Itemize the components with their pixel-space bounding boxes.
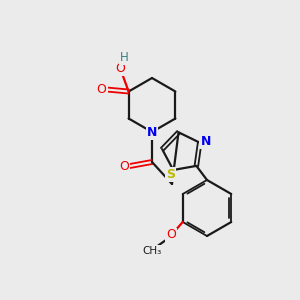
Text: O: O	[119, 160, 129, 172]
Text: H: H	[120, 51, 129, 64]
Text: O: O	[166, 229, 176, 242]
Text: N: N	[200, 135, 211, 148]
Text: O: O	[116, 62, 126, 75]
Text: O: O	[97, 83, 106, 96]
Text: S: S	[166, 169, 175, 182]
Text: CH₃: CH₃	[142, 246, 161, 256]
Text: N: N	[147, 125, 157, 139]
